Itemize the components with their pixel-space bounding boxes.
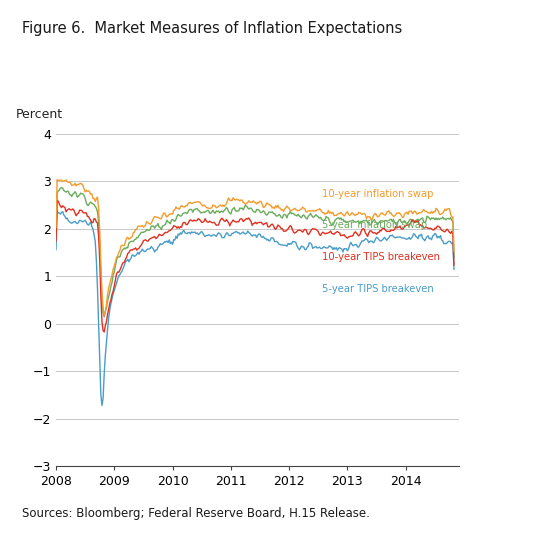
Text: 10-year TIPS breakeven: 10-year TIPS breakeven — [322, 252, 440, 262]
Text: 10-year inflation swap: 10-year inflation swap — [322, 189, 433, 199]
Text: Percent: Percent — [16, 108, 63, 121]
Text: 5-year TIPS breakeven: 5-year TIPS breakeven — [322, 284, 434, 294]
Text: Sources: Bloomberg; Federal Reserve Board, H.15 Release.: Sources: Bloomberg; Federal Reserve Boar… — [22, 507, 370, 520]
Text: 5-year inflation swap: 5-year inflation swap — [322, 220, 427, 230]
Text: Figure 6.  Market Measures of Inflation Expectations: Figure 6. Market Measures of Inflation E… — [22, 21, 403, 36]
